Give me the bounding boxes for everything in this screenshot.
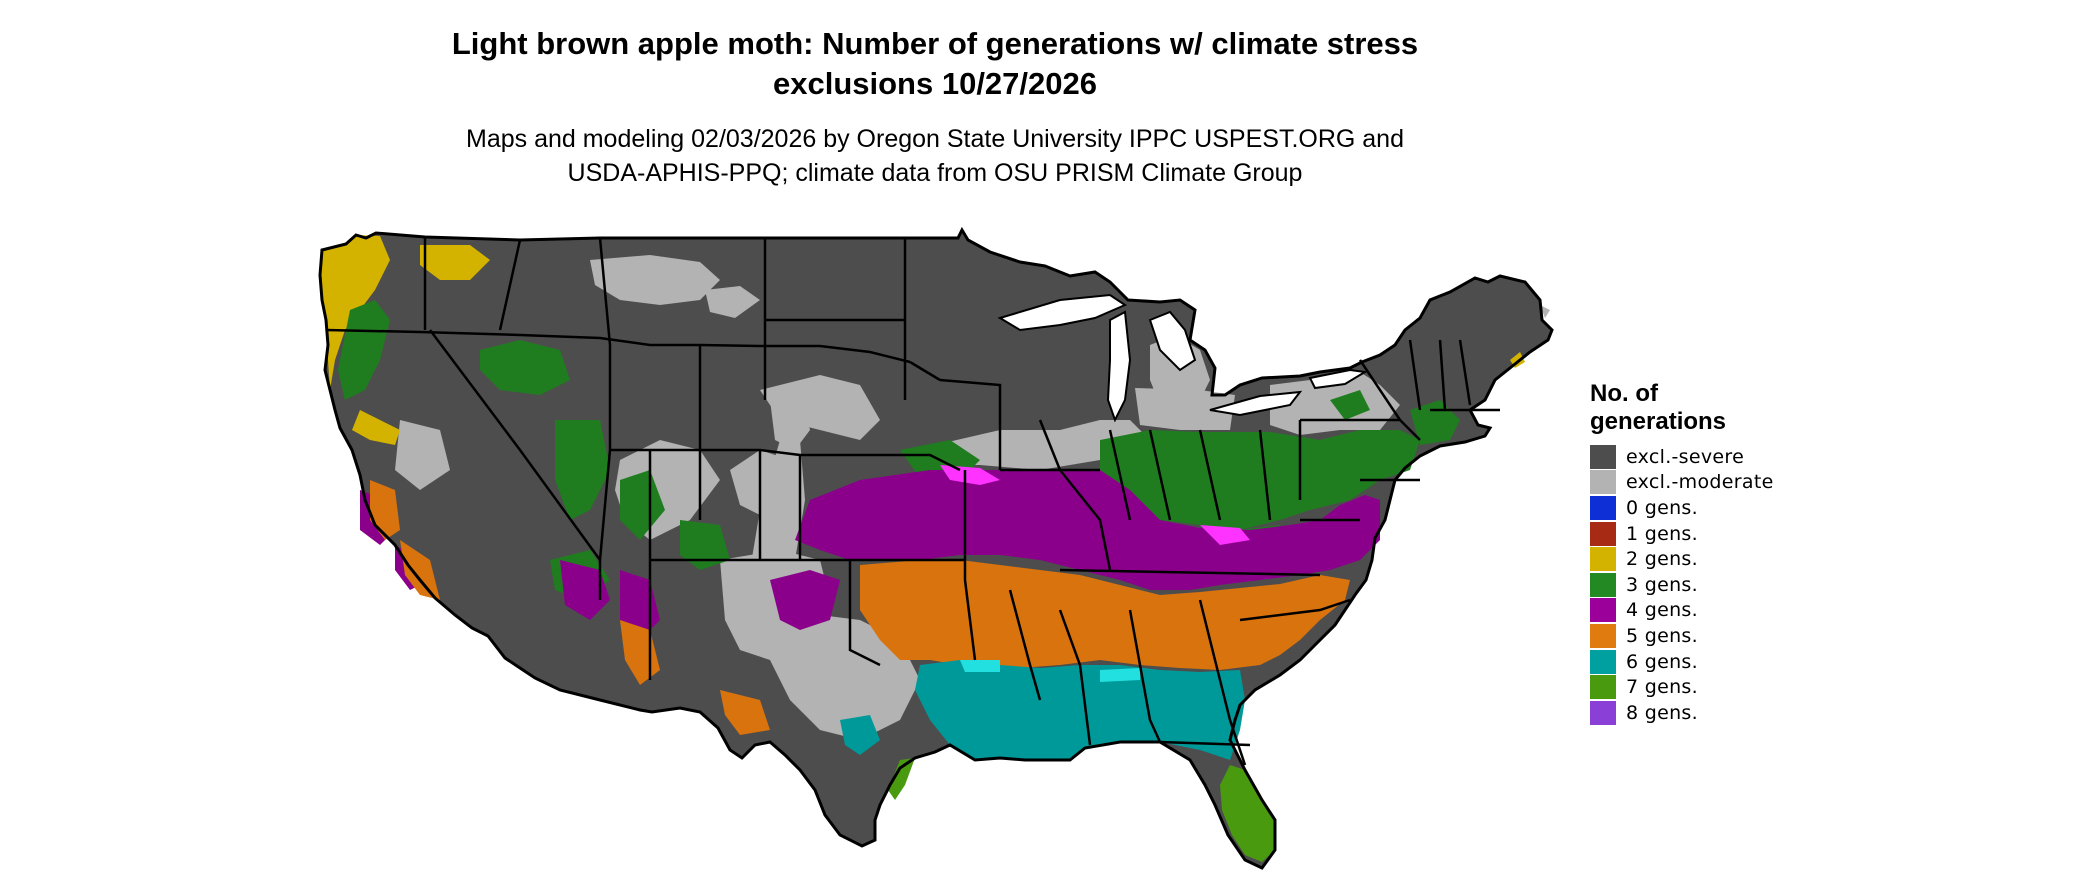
map-title: Light brown apple moth: Number of genera… <box>380 24 1490 104</box>
gen6-light-fringe <box>960 660 1140 682</box>
legend-swatch <box>1590 623 1616 648</box>
subtitle-line-1: Maps and modeling 02/03/2026 by Oregon S… <box>466 125 1404 153</box>
great-lakes <box>997 293 1368 423</box>
legend-label: excl.-severe <box>1626 445 1745 468</box>
legend-label: 8 gens. <box>1626 701 1698 724</box>
legend-title: No. of generations <box>1590 380 1830 436</box>
legend-item-0-gens: 0 gens. <box>1590 495 1830 521</box>
legend-swatch <box>1590 444 1616 469</box>
legend-label: excl.-moderate <box>1626 471 1774 494</box>
legend-label: 6 gens. <box>1626 650 1698 673</box>
us-map-svg <box>318 226 1554 870</box>
legend-swatch <box>1590 598 1616 623</box>
legend-label: 2 gens. <box>1626 548 1698 571</box>
legend-label: 4 gens. <box>1626 599 1698 622</box>
gen6-zones <box>840 660 1245 760</box>
legend-items: excl.-severe excl.-moderate 0 gens. 1 ge… <box>1590 444 1830 726</box>
legend-item-4-gens: 4 gens. <box>1590 598 1830 624</box>
title-line-1: Light brown apple moth: Number of genera… <box>451 26 1419 61</box>
legend-label: 7 gens. <box>1626 676 1698 699</box>
legend-item-2-gens: 2 gens. <box>1590 546 1830 572</box>
legend-swatch <box>1590 521 1616 546</box>
legend-item-excl-moderate: excl.-moderate <box>1590 470 1830 496</box>
us-outline-border <box>318 226 1554 870</box>
legend-label: 5 gens. <box>1626 624 1698 647</box>
state-borders <box>325 237 1500 766</box>
legend-swatch <box>1590 495 1616 520</box>
legend-label: 3 gens. <box>1626 573 1698 596</box>
us-map <box>310 220 1570 890</box>
legend-swatch <box>1590 700 1616 725</box>
legend-title-line-1: No. of <box>1590 380 1658 407</box>
legend-title-line-2: generations <box>1590 408 1727 435</box>
legend-item-1-gens: 1 gens. <box>1590 521 1830 547</box>
legend-item-6-gens: 6 gens. <box>1590 649 1830 675</box>
legend-swatch <box>1590 470 1616 495</box>
legend-swatch <box>1590 547 1616 572</box>
legend-item-7-gens: 7 gens. <box>1590 674 1830 700</box>
legend-swatch <box>1590 572 1616 597</box>
legend-item-3-gens: 3 gens. <box>1590 572 1830 598</box>
map-subtitle: Maps and modeling 02/03/2026 by Oregon S… <box>380 122 1490 190</box>
gen7-zones <box>888 758 1275 862</box>
legend-label: 1 gens. <box>1626 522 1698 545</box>
legend-item-8-gens: 8 gens. <box>1590 700 1830 726</box>
gen4-pink-fringe <box>940 465 1250 545</box>
legend-swatch <box>1590 649 1616 674</box>
subtitle-line-2: USDA-APHIS-PPQ; climate data from OSU PR… <box>567 159 1303 187</box>
map-legend: No. of generations excl.-severe excl.-mo… <box>1590 380 1830 726</box>
legend-item-excl-severe: excl.-severe <box>1590 444 1830 470</box>
legend-swatch <box>1590 675 1616 700</box>
legend-label: 0 gens. <box>1626 496 1698 519</box>
title-line-2: exclusions 10/27/2026 <box>772 66 1097 101</box>
legend-item-5-gens: 5 gens. <box>1590 623 1830 649</box>
